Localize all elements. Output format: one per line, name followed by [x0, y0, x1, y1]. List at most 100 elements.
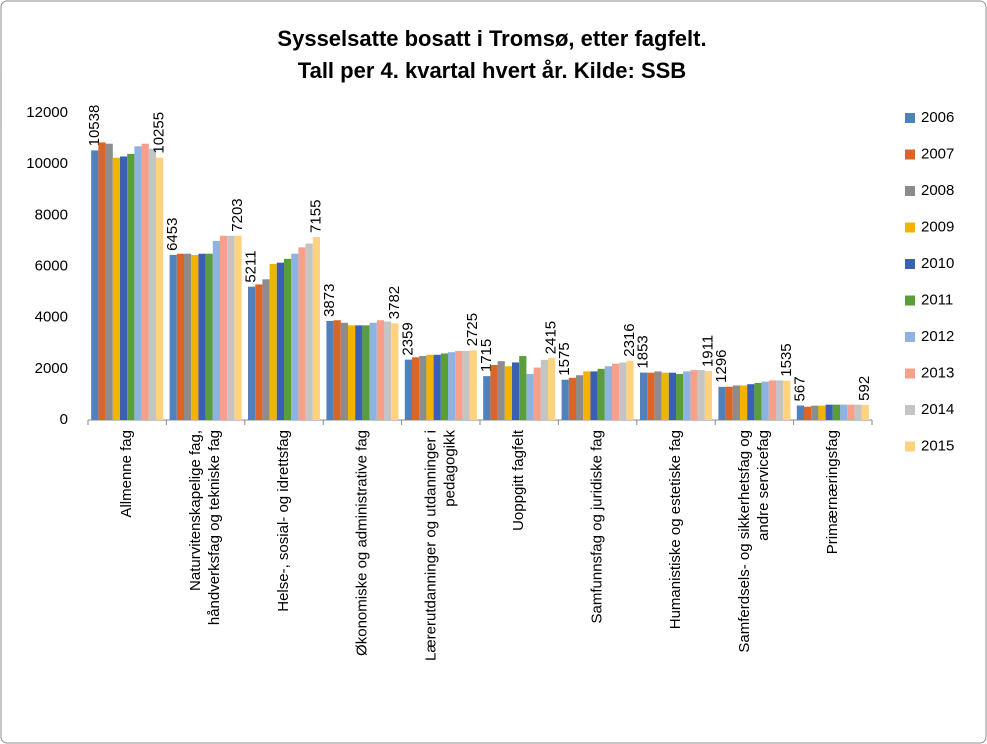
bar [740, 385, 748, 420]
bar [220, 235, 228, 420]
bar [191, 254, 199, 420]
legend-swatch [905, 222, 915, 233]
bar [462, 350, 470, 420]
y-tick-label: 0 [60, 411, 68, 428]
bar [783, 380, 791, 420]
data-label: 592 [856, 376, 873, 401]
y-tick-label: 10000 [26, 155, 68, 172]
bar [497, 361, 505, 420]
x-tick-label: Økonomiske og administrative fag [353, 430, 370, 656]
bar [654, 371, 662, 420]
legend-swatch [905, 368, 915, 379]
bar [676, 373, 684, 420]
x-tick-label: håndverksfag og tekniske fag [206, 430, 223, 625]
data-label: 2316 [621, 323, 638, 356]
x-tick-label: Uoppgitt fagfelt [510, 429, 527, 531]
bar [112, 157, 120, 421]
bar [312, 236, 320, 420]
bar [590, 371, 598, 420]
data-label: 1715 [478, 339, 495, 372]
data-label: 1535 [778, 343, 795, 376]
bar [98, 142, 106, 420]
bar [861, 404, 869, 420]
bar [433, 354, 441, 420]
data-label: 1575 [556, 342, 573, 375]
y-tick-label: 6000 [35, 257, 68, 274]
bar [105, 143, 113, 420]
bar [376, 320, 384, 420]
x-tick-label: Helse-, sosial- og idrettsfag [275, 430, 292, 612]
legend-label: 2013 [921, 364, 954, 381]
bar [811, 405, 819, 420]
legend-swatch [905, 113, 915, 123]
bar [796, 405, 804, 420]
bar [690, 370, 698, 420]
legend-label: 2009 [921, 218, 954, 235]
data-label: 1296 [713, 349, 730, 382]
bar [391, 323, 399, 420]
bar [419, 356, 427, 420]
bar [576, 375, 584, 420]
bar [612, 363, 620, 420]
y-tick-label: 8000 [35, 206, 68, 223]
bar [697, 370, 705, 420]
bar [355, 325, 363, 420]
bar [804, 406, 812, 420]
bar [156, 157, 164, 420]
bar [847, 404, 855, 420]
bar [483, 376, 491, 420]
bar [404, 359, 412, 420]
bar [384, 321, 392, 420]
x-tick-label: Naturvitenskapelige fag, [187, 430, 204, 591]
data-label: 10255 [151, 112, 168, 154]
bar [227, 235, 235, 420]
bar [134, 146, 142, 420]
x-tick-label: Samferdsels- og sikkerhetsfag og [736, 430, 753, 653]
bar [725, 386, 733, 420]
bar [854, 404, 862, 420]
bar [840, 404, 848, 420]
data-label: 10538 [86, 105, 103, 147]
bar [647, 372, 655, 420]
x-tick-label: Humanistiske og estetiske fag [667, 430, 684, 629]
bar [212, 240, 220, 420]
bar [198, 253, 206, 420]
bar [284, 258, 292, 420]
x-tick-label: Allmenne fag [118, 430, 135, 518]
x-tick-label: andre servicefag [755, 430, 772, 541]
legend-label: 2007 [921, 145, 954, 162]
bar [298, 247, 306, 420]
data-label: 2415 [543, 321, 560, 354]
data-label: 2359 [399, 322, 416, 355]
bar [276, 262, 284, 420]
y-tick-label: 4000 [35, 309, 68, 326]
x-tick-label: Samfunnsfag og juridiske fag [589, 430, 606, 623]
bar [768, 380, 776, 420]
bar [583, 371, 591, 420]
bar [526, 373, 534, 420]
data-label: 7203 [229, 198, 246, 231]
chart-title: Tall per 4. kvartal hvert år. Kilde: SSB [298, 58, 686, 83]
bar [626, 360, 634, 420]
bar [255, 284, 263, 420]
bar [668, 372, 676, 420]
bar [718, 386, 726, 420]
data-label: 7155 [307, 200, 324, 233]
bar [369, 322, 377, 420]
bar [533, 367, 541, 420]
bar [548, 358, 556, 420]
bar [732, 385, 740, 420]
bar [619, 362, 627, 420]
bar [818, 405, 826, 420]
y-tick-label: 2000 [35, 360, 68, 377]
data-label: 2725 [464, 313, 481, 346]
bar [640, 372, 648, 420]
bar [148, 148, 156, 421]
bar [754, 382, 762, 420]
data-label: 3782 [386, 286, 403, 319]
bar [426, 354, 434, 420]
bar [512, 362, 520, 420]
bar [340, 322, 348, 420]
bar [291, 253, 299, 420]
y-tick-label: 12000 [26, 104, 68, 121]
